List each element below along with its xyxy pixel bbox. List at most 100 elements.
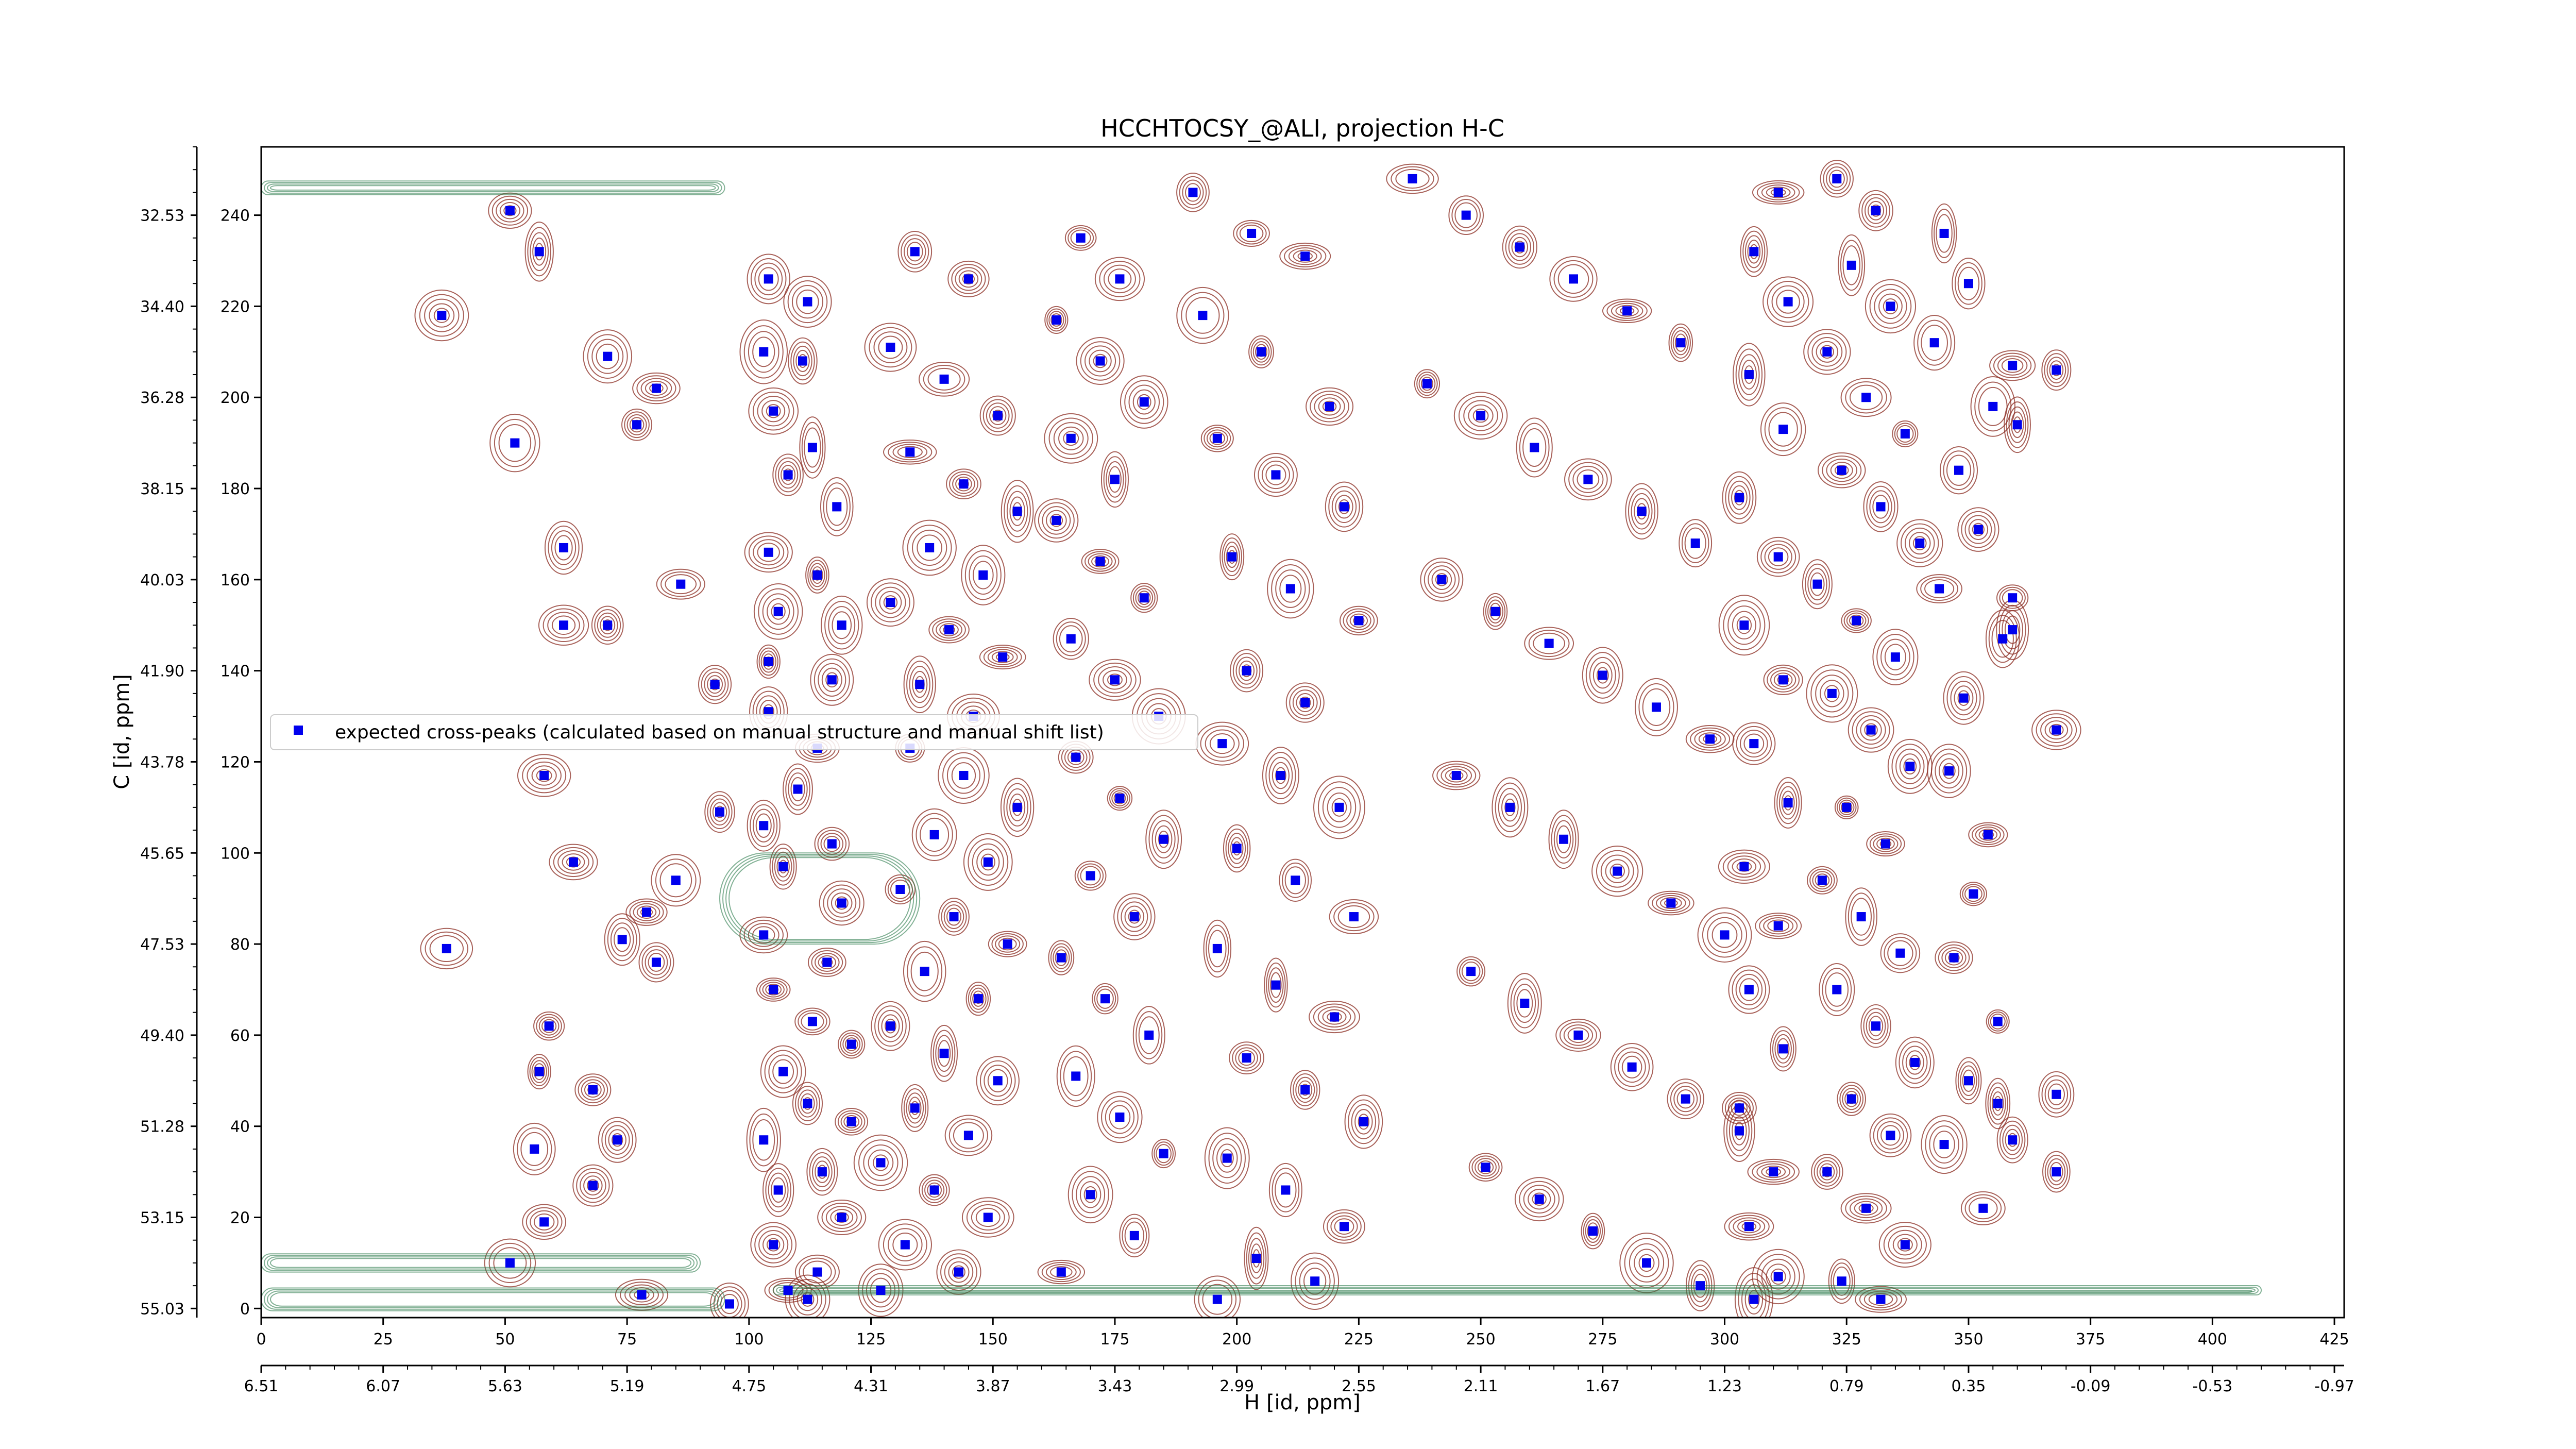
cross-peak-marker [1232,844,1242,853]
contour-ring [1265,751,1296,799]
contour-ring [1770,1268,1786,1285]
contour-ring [2049,1161,2063,1182]
contour-band [270,185,716,191]
contour-ring [989,406,1007,426]
contour-ring [1208,1133,1246,1184]
cross-peak-marker [2012,420,2022,430]
contour-ring [533,1213,555,1231]
contour-ring [1416,372,1438,396]
contour-ring [1230,649,1264,693]
cross-peak-marker [437,311,447,321]
contour-ring [1924,579,1955,599]
contour-ring [659,863,692,898]
contour-ring [1239,660,1255,681]
contour-ring [1728,480,1751,515]
contour-ring [1884,644,1906,670]
contour-ring [1865,279,1917,334]
contour-ring [1556,825,1571,853]
contour-ring [809,1152,836,1192]
legend: expected cross-peaks (calculated based o… [270,714,1198,750]
contour-ring [1440,766,1472,785]
contour-ring [1869,284,1912,329]
contour-ring [1767,281,1809,323]
contour-ring [986,402,1010,429]
contour-ring [624,411,650,439]
contour-ring [888,442,933,463]
contour-ring [1897,1238,1913,1252]
contour-ring [906,661,934,709]
contour-ring [1208,930,1227,968]
cross-peak-marker [1115,274,1125,284]
cross-peak-marker [812,1267,822,1277]
contour-ring [1325,481,1364,532]
cross-peak-marker [1822,347,1832,357]
contour-ring [1820,160,1854,198]
cross-peak-marker [1973,525,1983,534]
contour-ring [1609,864,1625,879]
contour-ring [1117,897,1152,936]
cross-peak-marker [993,1076,1003,1086]
contour-ring [1776,1038,1790,1060]
contour-ring [1869,490,1892,524]
contour-ring [1986,1009,2010,1034]
contour-ring [979,1060,1016,1101]
cross-peak-marker [1622,306,1632,316]
cross-peak-marker [983,1212,993,1222]
contour-ring [1563,1024,1594,1046]
contour-ring [1638,683,1674,731]
contour-ring [790,341,815,381]
contour-ring [517,1127,552,1171]
contour-ring [1941,947,1967,969]
contour-ring [1738,354,1760,395]
contour-ring [1138,1016,1160,1054]
contour-ring [707,675,723,694]
cross-peak-marker [1651,702,1661,712]
contour-ring [591,605,624,645]
cross-peak-marker [539,1217,549,1227]
x-tick-label: 150 [978,1330,1008,1349]
contour-ring [1461,962,1481,982]
contour-ring [933,1030,956,1077]
contour-ring [1944,950,1963,966]
cross-peak-marker [1212,433,1222,443]
contour-ring [944,1257,974,1287]
contour-ring [1230,837,1244,860]
contour-ring [645,380,668,396]
contour-ring [604,913,640,966]
contour-ring [991,651,1014,663]
contour-ring [1111,790,1128,806]
contour-ring [1266,962,1286,1008]
contour-ring [1698,732,1722,746]
cross-peak-marker [1271,980,1281,990]
contour-ring [636,905,657,919]
cross-peak-marker [939,374,949,384]
contour-ring [1892,420,1919,448]
contour-ring [1725,476,1754,519]
contour-ring [1432,761,1481,790]
contour-ring [1809,868,1835,892]
contour-ring [1391,166,1434,192]
contour-ring [958,270,979,288]
contour-ring [1737,1220,1761,1234]
contour-ring [1842,1088,1861,1110]
contour-ring [1564,458,1612,501]
contour-ring [1756,182,1800,203]
contour-ring [965,982,991,1016]
cross-peak-marker [1778,425,1788,434]
contour-ring [815,952,840,972]
contour-ring [1621,1055,1642,1079]
contour-ring [1077,863,1104,888]
contour-ring [1204,427,1231,450]
cross-peak-marker [1827,688,1837,698]
contour-ring [1851,898,1872,936]
cross-peak-marker [1271,470,1281,480]
contour-ring [1819,1163,1835,1181]
cross-peak-marker [588,1085,598,1094]
cross-peak-marker [1071,752,1081,762]
contour-ring [1009,496,1025,526]
contour-ring [1752,1161,1795,1183]
contour-ring [1076,337,1125,385]
contour-ring [499,202,521,220]
contour-ring [1295,1257,1335,1305]
contour-ring [1485,596,1506,627]
